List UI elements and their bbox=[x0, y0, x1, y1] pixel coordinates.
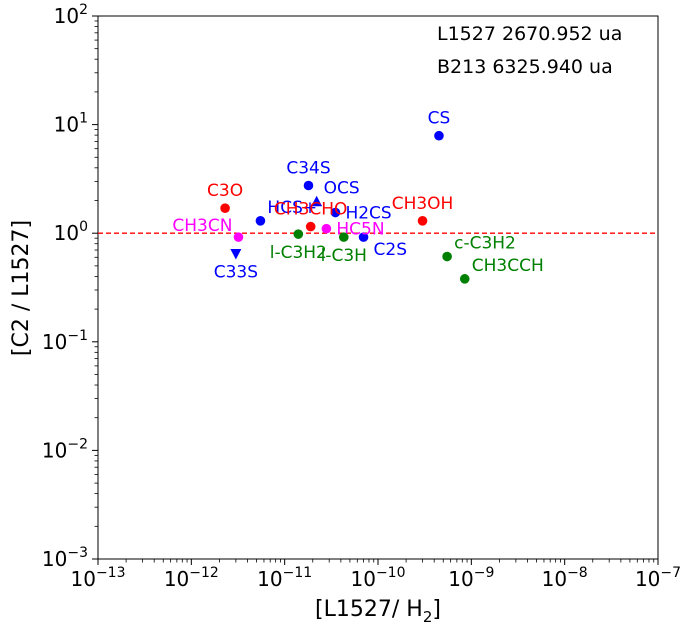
x-tick-label: 10−10 bbox=[351, 565, 406, 591]
point-label: CH3CHO bbox=[274, 200, 348, 220]
data-point: OCS bbox=[311, 179, 360, 207]
point-marker bbox=[330, 207, 341, 218]
point-label: CH3CCH bbox=[472, 256, 544, 276]
point-label: CS bbox=[428, 109, 451, 129]
data-point: C2S bbox=[358, 232, 407, 260]
data-point: CH3OH bbox=[392, 194, 454, 226]
data-point: CH3CCH bbox=[459, 256, 544, 284]
point-marker bbox=[358, 232, 369, 242]
data-point: C3O bbox=[207, 181, 243, 213]
point-label: l-C3H2 bbox=[270, 243, 327, 263]
x-tick-label: 10−13 bbox=[71, 565, 126, 591]
x-tick-label: 10−12 bbox=[164, 565, 219, 591]
data-point: CS bbox=[428, 109, 451, 141]
y-tick-label: 102 bbox=[54, 2, 88, 28]
y-tick-label: 101 bbox=[54, 111, 88, 137]
point-label: C33S bbox=[214, 263, 258, 283]
data-point: CH3CHO bbox=[274, 200, 348, 232]
x-tick-label: 10−8 bbox=[542, 565, 588, 591]
data-point: C34S bbox=[286, 158, 331, 191]
y-axis-label: [C2 / L1527] bbox=[9, 220, 34, 356]
y-tick-label: 10−3 bbox=[42, 545, 88, 571]
ticks-layer: 10−13 10−12 10−11 10−10 10−9 10−8 10−7 10−3 10−2… bbox=[42, 2, 681, 591]
data-point: l-C3H2 bbox=[270, 229, 327, 263]
data-point: c-C3H2 bbox=[442, 234, 516, 262]
point-label: C3O bbox=[207, 181, 243, 201]
y-tick-label: 10−1 bbox=[42, 328, 88, 354]
point-label: H2CS bbox=[345, 204, 391, 224]
data-point: HCS+ bbox=[255, 198, 317, 226]
point-label: C34S bbox=[286, 158, 330, 178]
point-marker bbox=[442, 251, 452, 262]
point-marker bbox=[417, 216, 428, 226]
data-point: CH3CN bbox=[172, 216, 244, 242]
point-label: C2S bbox=[374, 240, 407, 260]
y-tick-label: 100 bbox=[54, 219, 88, 245]
point-label: OCS bbox=[324, 179, 360, 199]
point-marker bbox=[220, 203, 230, 213]
x-tick-label: 10−7 bbox=[635, 565, 681, 591]
annotation-l1527: L1527 2670.952 ua bbox=[437, 23, 622, 45]
x-tick-label: 10−9 bbox=[448, 565, 494, 591]
data-point: H2CS bbox=[330, 204, 392, 224]
point-label: l-C3H bbox=[321, 246, 367, 266]
data-point: l-C3H bbox=[321, 232, 367, 266]
point-marker bbox=[311, 195, 323, 207]
plot-area bbox=[97, 15, 659, 560]
point-label: HC5N bbox=[336, 220, 384, 240]
point-label: c-C3H2 bbox=[454, 234, 516, 254]
point-marker bbox=[303, 180, 314, 191]
data-point: C33S bbox=[214, 249, 258, 283]
y-tick-label: 10−2 bbox=[42, 436, 88, 462]
data-point: HC5N bbox=[321, 220, 385, 240]
point-marker bbox=[233, 232, 244, 242]
point-marker bbox=[255, 216, 266, 226]
annotation-b213: B213 6325.940 ua bbox=[437, 56, 613, 78]
point-marker bbox=[293, 229, 304, 239]
point-marker bbox=[321, 223, 332, 234]
x-axis-label: [L1527/ H2] bbox=[315, 597, 441, 626]
point-marker bbox=[338, 232, 349, 242]
point-marker bbox=[305, 221, 316, 232]
x-tick-label: 10−11 bbox=[257, 565, 312, 591]
point-marker bbox=[230, 249, 242, 260]
point-label: CH3OH bbox=[392, 194, 454, 214]
point-marker bbox=[434, 130, 444, 141]
point-label: CH3CN bbox=[172, 216, 232, 236]
point-marker bbox=[459, 274, 470, 284]
point-label: HCS+ bbox=[267, 198, 317, 218]
